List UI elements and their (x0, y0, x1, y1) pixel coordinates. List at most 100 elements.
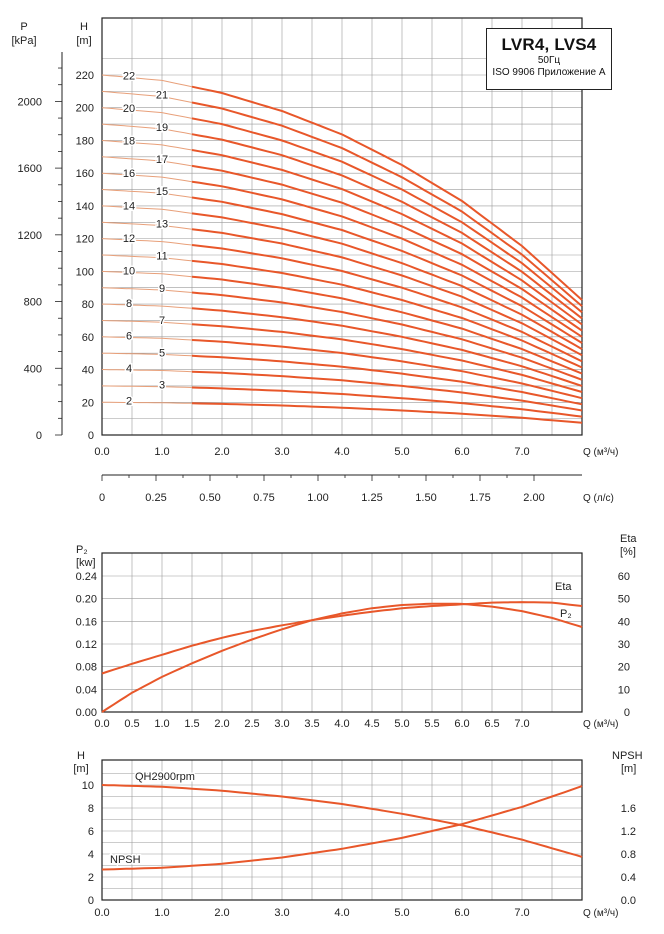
stage-label: 14 (123, 200, 135, 212)
q-tick-label: 3.5 (304, 718, 319, 730)
stage-8-lead-line (101, 303, 193, 309)
npsh-tick-label: 0.0 (621, 895, 636, 907)
h-tick-label: 220 (76, 70, 94, 82)
kpa-tick-label: 1200 (18, 230, 42, 242)
q-tick-label: 0.0 (94, 446, 109, 458)
p2-series-label: P₂ (560, 608, 572, 620)
q-tick-label: 2.0 (214, 718, 229, 730)
qls-tick-label: 0 (99, 492, 105, 504)
q-tick-label: 6.0 (454, 907, 469, 919)
q-tick-label: 1.0 (154, 907, 169, 919)
stage-22-lead-line (101, 74, 193, 88)
q-tick-label: 4.0 (334, 907, 349, 919)
h-tick-label: 0 (88, 430, 94, 442)
p2-tick-label: 0.16 (76, 616, 97, 628)
npsh-axis-title: NPSH (612, 750, 643, 762)
stage-label: 9 (159, 283, 165, 295)
kpa-tick-label: 1600 (18, 163, 42, 175)
stage-4-curve (191, 370, 583, 412)
stage-label: 12 (123, 233, 135, 245)
q-tick-label: 7.0 (514, 907, 529, 919)
npsh-axis-unit: [m] (621, 763, 636, 775)
eta-series-line (101, 602, 583, 713)
h-tick-label: 2 (88, 872, 94, 884)
q-tick-label: 1.0 (154, 446, 169, 458)
stage-12-lead-line (101, 238, 193, 246)
p2-tick-label: 0.12 (76, 639, 97, 651)
h-tick-label: 140 (76, 201, 94, 213)
stage-16-lead-line (101, 172, 193, 183)
kpa-tick-label: 0 (36, 430, 42, 442)
stage-14-curve (191, 212, 583, 350)
stage-label: 11 (156, 251, 167, 263)
h-axis-title: H (77, 750, 85, 762)
p2-axis-unit: [kw] (76, 557, 96, 569)
eta-axis-title: Eta (620, 533, 637, 545)
stage-15-lead-line (101, 189, 193, 198)
h-tick-label: 20 (82, 397, 94, 409)
stage-12-curve (191, 244, 583, 363)
q-tick-label: 3.0 (274, 718, 289, 730)
stage-5-curve (191, 354, 583, 406)
qh-series-label: QH2900rpm (135, 771, 195, 783)
h-tick-label: 6 (88, 826, 94, 838)
q-tick-label: 4.0 (334, 718, 349, 730)
npsh-frame (101, 759, 583, 901)
stage-label: 18 (123, 135, 135, 147)
power-efficiency-chart: 0.000.040.080.120.160.200.24P₂[kw]010203… (76, 533, 638, 730)
h-tick-label: 80 (82, 299, 94, 311)
eta-tick-label: 20 (618, 662, 630, 674)
stage-label: 6 (126, 330, 132, 342)
q-tick-label: 2.0 (214, 907, 229, 919)
eta-tick-label: 30 (618, 639, 630, 651)
qls-tick-label: 1.50 (415, 492, 436, 504)
q-tick-label: 6.5 (484, 718, 499, 730)
stage-19-lead-line (101, 123, 193, 135)
npsh-tick-label: 0.4 (621, 872, 636, 884)
stage-10-lead-line (101, 270, 193, 278)
stage-18-curve (191, 149, 583, 326)
stage-label: 19 (156, 122, 168, 134)
stage-label: 17 (156, 154, 168, 166)
q-axis-label: Q (м³/ч) (583, 447, 618, 458)
qls-tick-label: 0.50 (199, 492, 220, 504)
h-axis-unit: [m] (73, 763, 88, 775)
q-tick-label: 4.5 (364, 718, 379, 730)
kpa-tick-label: 800 (24, 297, 42, 309)
p2-tick-label: 0.08 (76, 662, 97, 674)
q-tick-label: 2.5 (244, 718, 259, 730)
q-tick-label: 7.0 (514, 718, 529, 730)
qh-series-line (101, 784, 583, 858)
stage-4-lead-line (101, 369, 193, 373)
stage-21-curve (191, 101, 583, 307)
stage-label: 16 (123, 168, 135, 180)
p2-series-line (101, 601, 583, 675)
stage-16-curve (191, 180, 583, 338)
h-axis-title: H (80, 21, 88, 33)
stage-21-lead-line (101, 90, 193, 103)
h-tick-label: 10 (82, 780, 94, 792)
stage-20-lead-line (101, 107, 193, 119)
h-tick-label: 60 (82, 332, 94, 344)
legend-standard: ISO 9906 Приложение А (492, 67, 606, 78)
stage-20-curve (191, 117, 583, 314)
qls-tick-label: 1.25 (361, 492, 382, 504)
legend-box: LVR4, LVS4 50Гц ISO 9906 Приложение А (486, 28, 612, 90)
h-tick-label: 40 (82, 365, 94, 377)
power-frame (101, 552, 583, 713)
h-tick-label: 200 (76, 103, 94, 115)
q-tick-label: 1.5 (184, 718, 199, 730)
stage-18-lead-line (101, 140, 193, 151)
p2-tick-label: 0.24 (76, 571, 97, 583)
q-tick-label: 7.0 (514, 446, 529, 458)
stage-7-lead-line (101, 320, 193, 325)
stage-17-lead-line (101, 156, 193, 167)
eta-tick-label: 40 (618, 616, 630, 628)
h-tick-label: 180 (76, 135, 94, 147)
h-tick-label: 8 (88, 803, 94, 815)
stage-11-lead-line (101, 254, 193, 262)
npsh-tick-label: 1.6 (621, 803, 636, 815)
stage-label: 8 (126, 298, 132, 310)
stage-13-curve (191, 228, 583, 357)
stage-label: 2 (126, 395, 132, 407)
